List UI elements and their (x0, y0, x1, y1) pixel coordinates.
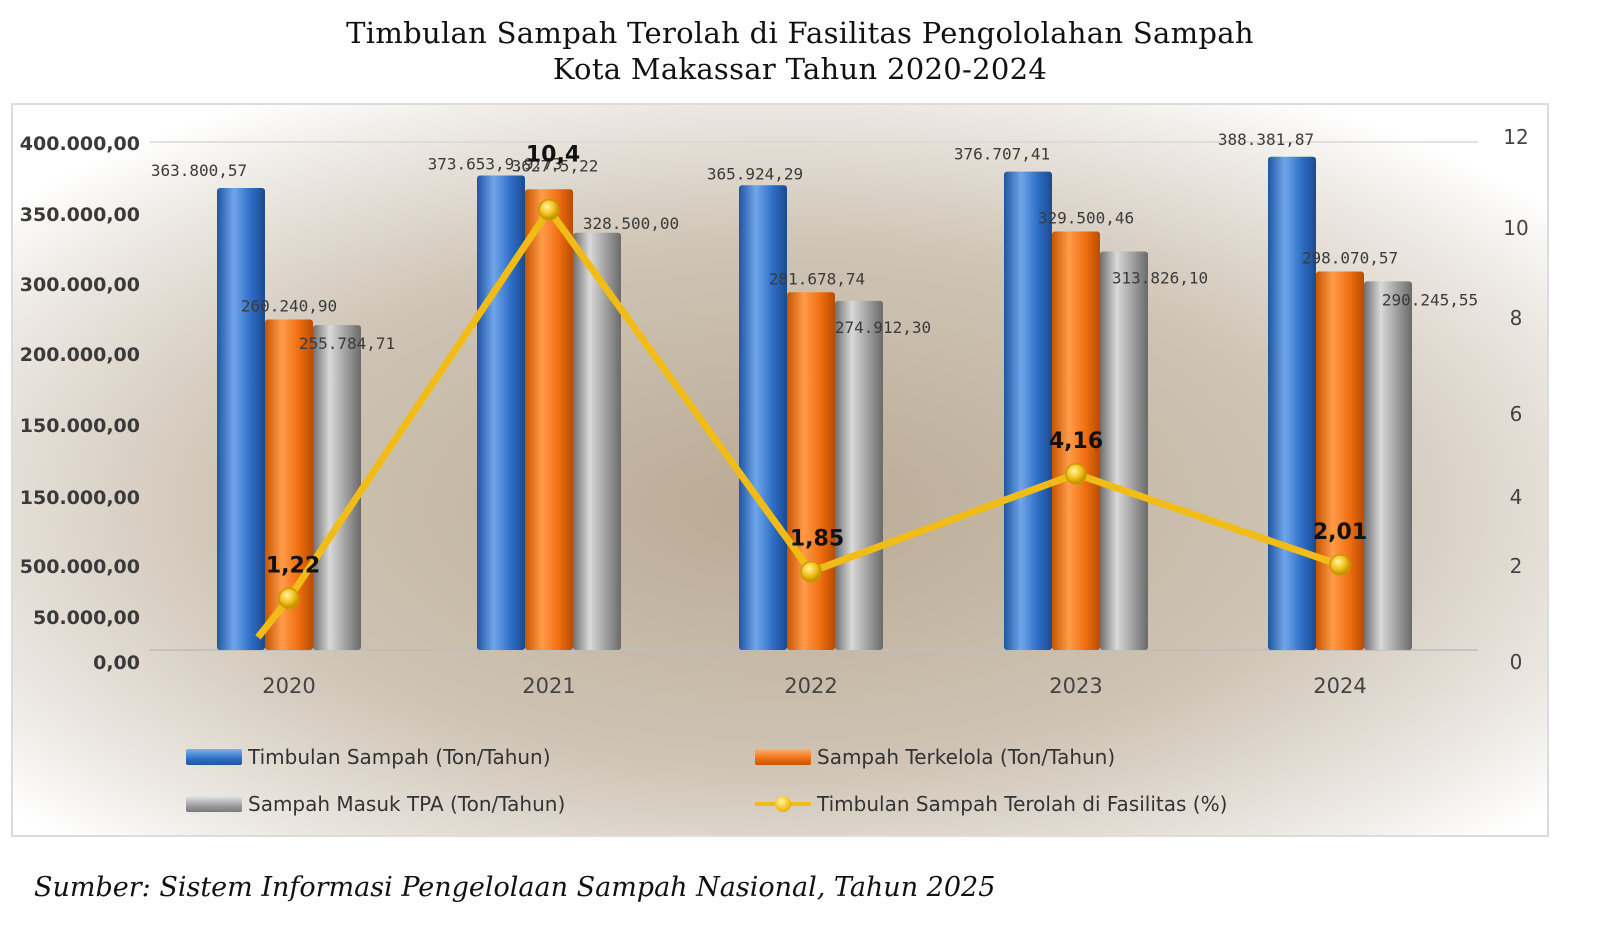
y-left-tick-label: 50.000,00 (33, 607, 140, 629)
chart-title-line2: Kota Makassar Tahun 2020-2024 (552, 52, 1048, 86)
y-right-tick-label: 10 (1503, 216, 1528, 240)
x-tick-label: 2023 (1049, 674, 1102, 698)
y-right-tick-label: 8 (1510, 306, 1523, 330)
legend-label-terolah: Timbulan Sampah Terolah di Fasilitas (%) (817, 792, 1228, 816)
data-label-terolah: 1,85 (790, 527, 844, 552)
bar-tpa (1364, 281, 1412, 650)
legend-swatch-blue (186, 749, 242, 765)
bar-timbulan (1268, 156, 1316, 651)
legend-item-terolah: Timbulan Sampah Terolah di Fasilitas (%) (755, 792, 1227, 816)
legend-swatch-line (755, 796, 811, 812)
data-label-timbulan: 363.800,57 (151, 161, 247, 180)
data-label-terolah: 1,22 (266, 553, 320, 578)
legend-item-tpa: Sampah Masuk TPA (Ton/Tahun) (186, 792, 565, 816)
bar-terkelola (1052, 231, 1100, 650)
y-right-tick-label: 0 (1510, 650, 1523, 674)
y-left-tick-label: 350.000,00 (20, 204, 140, 226)
bar-terkelola (787, 292, 835, 650)
y-right-tick-label: 6 (1510, 402, 1523, 426)
data-label-tpa: 328.500,00 (583, 214, 679, 233)
bar-tpa (835, 300, 883, 650)
data-label-terolah: 4,16 (1049, 429, 1103, 454)
source-note: Sumber: Sistem Informasi Pengelolaan Sam… (34, 872, 996, 903)
y-right-tick-label: 2 (1510, 554, 1523, 578)
data-label-terolah: 2,01 (1313, 520, 1367, 545)
x-tick-label: 2024 (1313, 674, 1366, 698)
chart-title-line1: Timbulan Sampah Terolah di Fasilitas Pen… (346, 16, 1254, 50)
x-tick-label: 2021 (522, 674, 575, 698)
y-left-tick-label: 150.000,00 (20, 415, 140, 437)
x-tick-label: 2022 (784, 674, 837, 698)
data-label-timbulan: 376.707,41 (954, 145, 1050, 164)
data-label-terkelola: 260.240,90 (241, 296, 337, 315)
y-left-tick-label: 200.000,00 (20, 344, 140, 366)
bar-timbulan (1004, 171, 1052, 650)
data-label-tpa: 290.245,55 (1382, 290, 1478, 309)
data-label-timbulan: 373.653,9,9.73 (428, 154, 563, 173)
data-label-timbulan: 388.381,87 (1218, 130, 1314, 149)
line-point-terolah (278, 587, 300, 610)
y-left-tick-label: 150.000,00 (20, 487, 140, 509)
data-label-terkelola: 3627.5,22 (512, 156, 599, 175)
y-right-tick-label: 4 (1510, 485, 1523, 509)
line-point-terolah (800, 560, 822, 583)
data-label-terolah: 10,4 (526, 143, 580, 168)
data-label-tpa: 313.826,10 (1112, 268, 1208, 287)
bar-timbulan (477, 175, 525, 651)
y-left-tick-label: 400.000,00 (20, 133, 140, 155)
legend-label-timbulan: Timbulan Sampah (Ton/Tahun) (248, 745, 551, 769)
data-label-tpa: 274.912,30 (835, 318, 931, 337)
y-left-tick-label: 0,00 (93, 652, 140, 674)
bar-terkelola (1316, 271, 1364, 650)
line-point-terolah (1065, 463, 1087, 485)
y-right-tick-label: 12 (1503, 125, 1528, 149)
data-label-terkelola: 298.070,57 (1302, 248, 1398, 267)
y-left-tick-label: 300.000,00 (20, 274, 140, 296)
bar-tpa (1100, 251, 1148, 650)
legend-swatch-gray (186, 796, 242, 812)
y-left-tick-label: 500.000,00 (20, 556, 140, 578)
data-label-tpa: 255.784,71 (299, 334, 395, 353)
legend-item-timbulan: Timbulan Sampah (Ton/Tahun) (186, 745, 551, 769)
bar-tpa (573, 232, 621, 650)
legend-label-terkelola: Sampah Terkelola (Ton/Tahun) (817, 745, 1116, 769)
line-point-terolah (538, 198, 560, 221)
legend-swatch-orange (755, 749, 811, 765)
legend-label-tpa: Sampah Masuk TPA (Ton/Tahun) (248, 792, 566, 816)
data-label-terkelola: 329.500,46 (1038, 209, 1134, 228)
data-label-timbulan: 365.924,29 (707, 164, 803, 183)
data-label-terkelola: 281.678,74 (769, 269, 865, 288)
legend-item-terkelola: Sampah Terkelola (Ton/Tahun) (755, 745, 1115, 769)
bar-terkelola (525, 189, 573, 651)
bar-timbulan (739, 185, 787, 650)
x-tick-label: 2020 (262, 674, 315, 698)
line-point-terolah (1329, 554, 1351, 576)
bar-timbulan (217, 187, 265, 651)
bar-tpa (313, 325, 361, 650)
bar-terkelola (265, 319, 313, 650)
